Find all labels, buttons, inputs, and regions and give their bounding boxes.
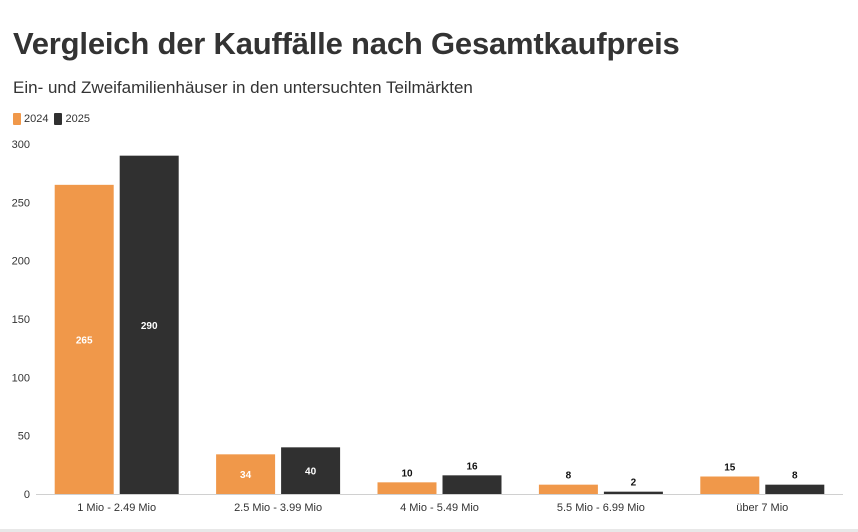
bar-2024-2 (377, 482, 437, 494)
data-label-2024-1: 34 (240, 470, 252, 481)
bar-2024-1 (216, 454, 276, 494)
y-tick-label: 100 (12, 372, 30, 384)
y-tick-label: 200 (12, 256, 30, 268)
y-tick-label: 250 (12, 197, 30, 209)
legend-item-2024[interactable]: 2024 (13, 113, 48, 125)
data-label-2025-3: 2 (631, 478, 637, 489)
data-label-2025-0: 290 (141, 321, 158, 332)
bar-2024-3 (538, 484, 598, 494)
y-tick-label: 300 (12, 139, 30, 151)
data-label-2025-1: 40 (305, 467, 317, 478)
data-label-2024-3: 8 (566, 471, 572, 482)
bar-2024-4 (700, 476, 760, 494)
bar-2025-0 (119, 155, 179, 494)
y-tick-label: 150 (12, 314, 30, 326)
legend-swatch-2025 (54, 113, 63, 125)
chart-subtitle: Ein- und Zweifamilienhäuser in den unter… (13, 78, 473, 97)
legend-label-2024: 2024 (24, 113, 49, 125)
legend: 2024 2025 (13, 113, 96, 125)
x-tick-label: 5.5 Mio - 6.99 Mio (557, 502, 645, 514)
data-label-2025-4: 8 (792, 471, 798, 482)
x-tick-label: 1 Mio - 2.49 Mio (77, 502, 156, 514)
y-tick-label: 50 (18, 431, 30, 443)
legend-label-2025: 2025 (65, 113, 90, 125)
legend-swatch-2024 (13, 113, 21, 125)
data-label-2024-0: 265 (76, 335, 93, 346)
bar-2025-4 (765, 484, 825, 494)
data-label-2024-4: 15 (724, 463, 736, 474)
data-label-2024-2: 10 (401, 468, 413, 479)
x-tick-label: 2.5 Mio - 3.99 Mio (234, 502, 322, 514)
legend-item-2025[interactable]: 2025 (54, 113, 90, 125)
bar-2025-3 (603, 491, 663, 494)
x-tick-label: 4 Mio - 5.49 Mio (400, 502, 479, 514)
x-tick-label: über 7 Mio (736, 502, 788, 514)
bar-2025-2 (442, 475, 502, 494)
bottom-divider (0, 529, 858, 532)
data-label-2025-2: 16 (466, 461, 478, 472)
bar-2025-1 (281, 447, 341, 494)
bar-2024-0 (54, 184, 114, 495)
y-tick-label: 0 (24, 489, 30, 501)
chart-title: Vergleich der Kauffälle nach Gesamtkaufp… (13, 26, 680, 61)
